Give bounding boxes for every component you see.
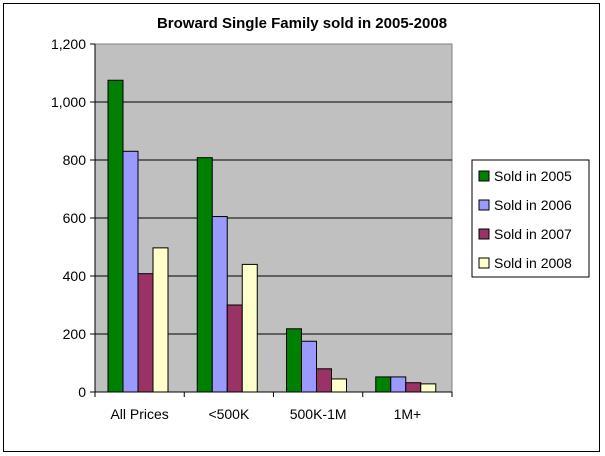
y-tick-label: 0 bbox=[78, 384, 86, 400]
bar-sold-in-2006-0 bbox=[122, 150, 139, 393]
bars bbox=[107, 79, 437, 393]
bar-sold-in-2007-3 bbox=[405, 382, 422, 393]
legend-swatch bbox=[478, 199, 490, 211]
bar-sold-in-2008-0 bbox=[152, 247, 169, 393]
legend-label: Sold in 2006 bbox=[494, 197, 572, 213]
bar-sold-in-2006-3 bbox=[390, 376, 407, 393]
y-tick-label: 800 bbox=[63, 152, 87, 168]
bar-sold-in-2006-1 bbox=[211, 216, 228, 393]
chart-frame: Broward Single Family sold in 2005-2008 … bbox=[3, 3, 600, 452]
x-tick-label: 1M+ bbox=[394, 406, 422, 422]
y-tick-label: 600 bbox=[63, 210, 87, 226]
bar-sold-in-2008-3 bbox=[420, 383, 437, 393]
chart-title: Broward Single Family sold in 2005-2008 bbox=[157, 15, 447, 32]
y-tick-label: 200 bbox=[63, 326, 87, 342]
bar-sold-in-2007-0 bbox=[137, 273, 154, 393]
legend-label: Sold in 2005 bbox=[494, 168, 572, 184]
chart-svg: Broward Single Family sold in 2005-2008 … bbox=[51, 15, 590, 422]
bar-sold-in-2008-2 bbox=[331, 378, 347, 393]
y-tick-label: 1,000 bbox=[51, 94, 86, 110]
legend: Sold in 2005 Sold in 2006 Sold in 2007 Sold… bbox=[471, 159, 590, 278]
bar-sold-in-2005-3 bbox=[375, 376, 392, 393]
legend-label: Sold in 2007 bbox=[494, 226, 572, 242]
y-tick-label: 400 bbox=[63, 268, 87, 284]
legend-label: Sold in 2008 bbox=[494, 255, 572, 271]
legend-swatch bbox=[478, 228, 490, 240]
x-tick-label: <500K bbox=[208, 406, 250, 422]
y-axis-ticks: 0 200 400 600 800 1,000 1,200 bbox=[51, 36, 95, 400]
x-tick-label: All Prices bbox=[110, 406, 168, 422]
bar-sold-in-2007-1 bbox=[226, 304, 243, 393]
bar-sold-in-2005-2 bbox=[286, 328, 302, 393]
bar-sold-in-2007-2 bbox=[316, 368, 332, 393]
x-axis-ticks: All Prices <500K 500K-1M 1M+ bbox=[94, 392, 453, 422]
legend-swatch bbox=[478, 170, 490, 182]
bar-sold-in-2005-1 bbox=[196, 157, 213, 393]
y-tick-label: 1,200 bbox=[51, 36, 86, 52]
legend-swatch bbox=[478, 257, 490, 269]
bar-sold-in-2006-2 bbox=[301, 340, 317, 393]
bar-sold-in-2008-1 bbox=[241, 263, 258, 393]
legend-box bbox=[471, 159, 590, 278]
bar-sold-in-2005-0 bbox=[107, 79, 124, 393]
x-tick-label: 500K-1M bbox=[290, 406, 347, 422]
